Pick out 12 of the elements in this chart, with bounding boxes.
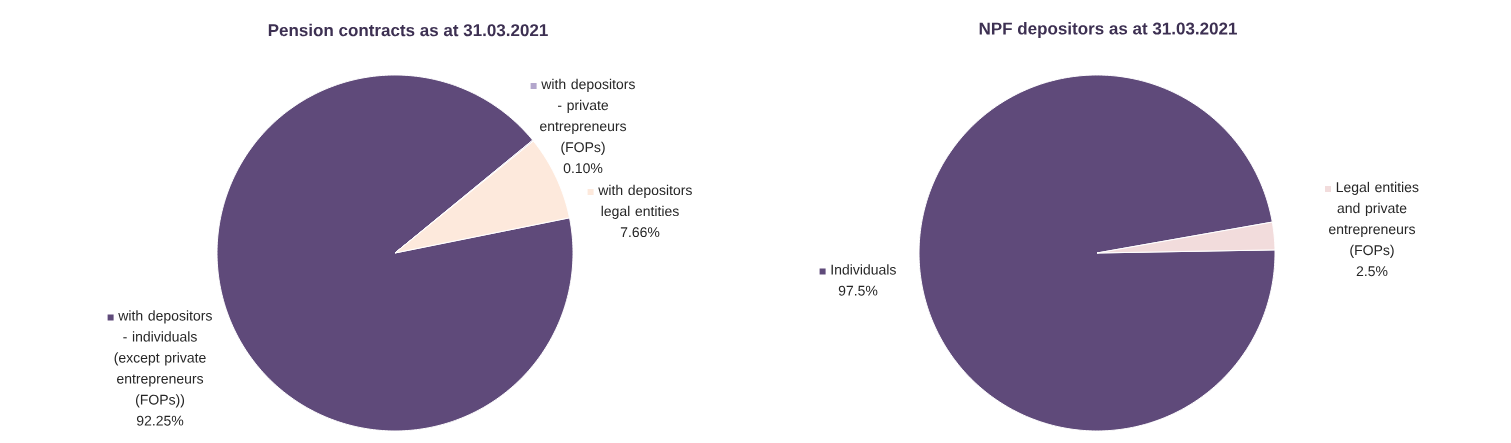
legend-label: with depositors - private entrepreneurs (FOPs) — [540, 78, 635, 155]
data-label: 0.10% — [563, 163, 603, 174]
chart-title: NPF depositors as at 31.03.2021 — [979, 22, 1237, 38]
chart-title: Pension contracts as at 31.03.2021 — [268, 23, 548, 37]
legend-label: Individuals — [831, 264, 896, 275]
data-label: 97.5% — [838, 285, 878, 296]
data-label: 7.66% — [620, 227, 660, 238]
data-label: 92.25% — [136, 415, 184, 426]
legend-label: with depositors legal entities — [598, 184, 692, 219]
legend-label: with depositors - individuals (except private entrepreneurs (FOPs)) — [114, 310, 212, 408]
data-label: 2.5% — [1356, 266, 1388, 277]
legend-label: Legal entities and private entrepreneurs (FOPs) — [1329, 181, 1419, 258]
